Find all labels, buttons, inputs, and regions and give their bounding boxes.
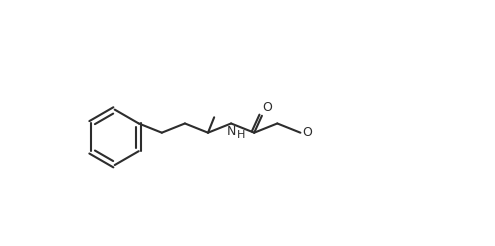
Text: O: O [302,126,312,139]
Text: N: N [226,125,236,138]
Text: O: O [263,101,273,114]
Text: H: H [237,130,245,140]
